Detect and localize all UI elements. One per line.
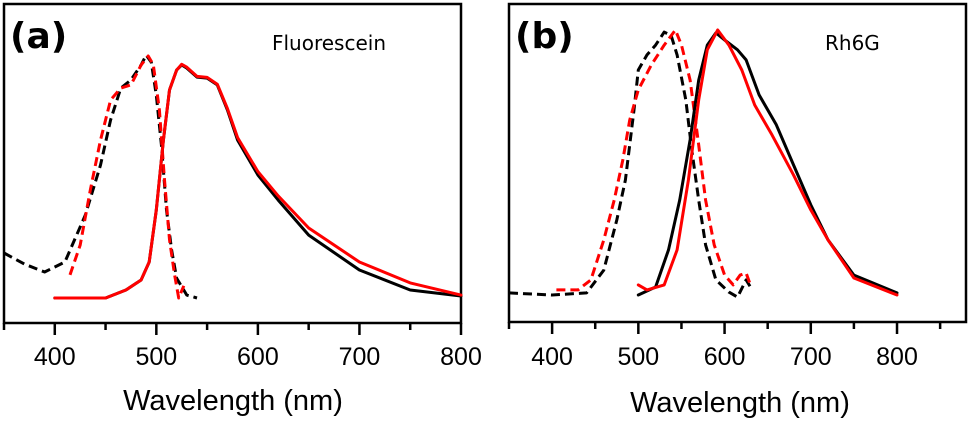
- plot-frame-a: [2, 2, 463, 325]
- x-tick-label: 600: [704, 343, 746, 371]
- dye-label-b: Rh6G: [825, 31, 880, 55]
- series-absorption-red: [556, 28, 752, 292]
- series-absorption-red: [68, 54, 186, 300]
- x-tick-label: 400: [531, 343, 573, 371]
- x-axis-label-b: Wavelength (nm): [630, 387, 850, 419]
- panel-label-a: (a): [10, 16, 67, 57]
- curves-b: [508, 28, 899, 299]
- curves-a: [3, 53, 463, 300]
- x-tick-labels-b: 400 500 600 700 800: [531, 343, 918, 371]
- dye-label-a: Fluorescein: [272, 31, 386, 55]
- x-tick-label: 600: [237, 343, 279, 371]
- x-tick-label: 700: [339, 343, 381, 371]
- x-tick-label: 700: [790, 343, 832, 371]
- x-tick-label: 800: [440, 343, 482, 371]
- series-emission-red: [53, 62, 463, 300]
- panel-b: 400 500 600 700 800 (b) Rh6G Wavelength (nm): [507, 2, 968, 419]
- x-ticks-a: [2, 323, 463, 335]
- x-tick-label: 400: [34, 343, 76, 371]
- x-ticks-b: [507, 322, 942, 334]
- plot-frame-b: [507, 2, 968, 324]
- series-emission-red: [636, 28, 899, 297]
- series-emission-black: [636, 31, 899, 297]
- x-axis-label-a: Wavelength (nm): [123, 385, 343, 417]
- panel-a: 400 500 600 700 800 (a) Fluorescein Waveleng…: [2, 2, 482, 417]
- series-absorption-black: [508, 30, 754, 299]
- x-tick-label: 800: [876, 343, 918, 371]
- x-tick-labels-a: 400 500 600 700 800: [34, 343, 482, 371]
- x-tick-label: 500: [135, 343, 177, 371]
- panel-label-b: (b): [515, 16, 574, 57]
- x-tick-label: 500: [617, 343, 659, 371]
- series-emission-black: [53, 63, 463, 300]
